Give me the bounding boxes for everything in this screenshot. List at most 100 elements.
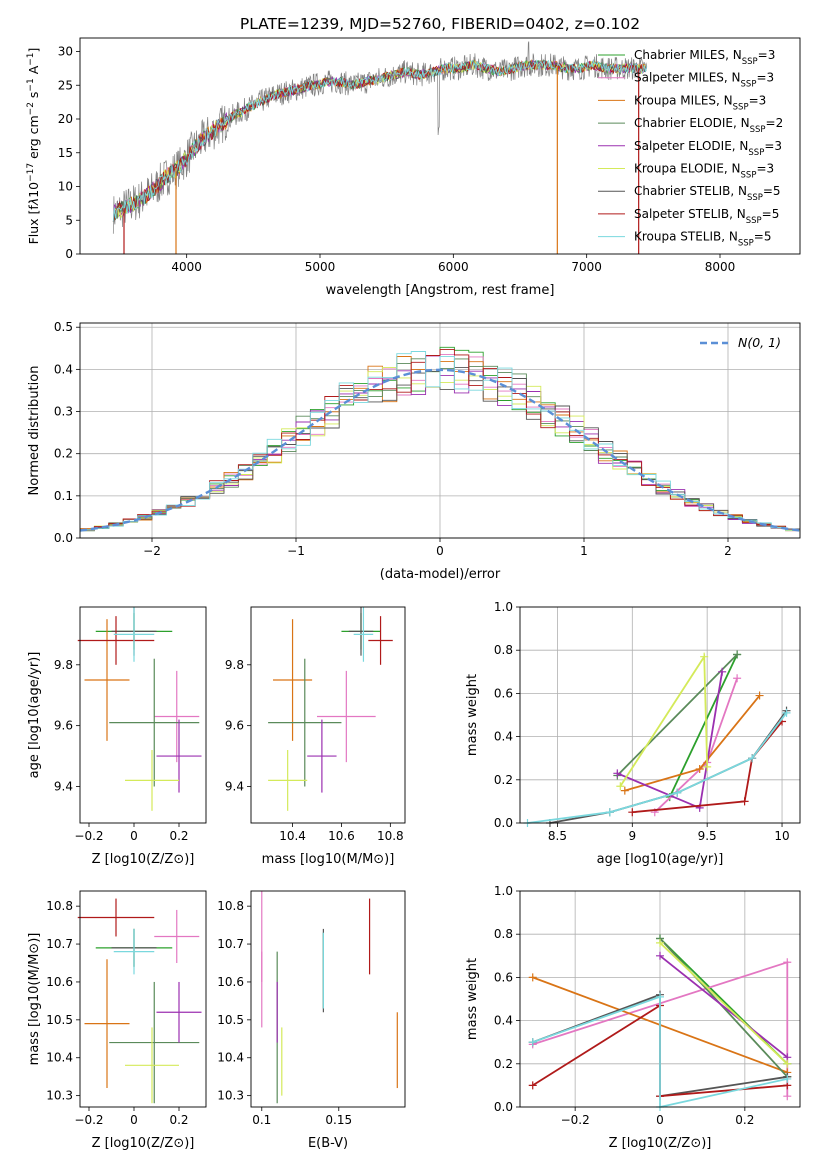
- legend-label-tail: =5: [762, 207, 780, 221]
- weight-marker: [620, 786, 629, 795]
- legend-label-tail: =3: [756, 71, 774, 85]
- y-tick-label: 10: [58, 180, 73, 194]
- y-axis-label: Flux [fλ10−17 erg cm−2 s−1 A−1]: [26, 48, 41, 245]
- x-tick-label: 0.2: [735, 1113, 754, 1127]
- y-tick-label: 0.0: [494, 816, 513, 830]
- data-point-salpeter-stelib: [77, 616, 155, 665]
- legend-label-sub: SSP: [747, 193, 763, 203]
- x-axis-label: Z [log10(Z/Z⊙)]: [92, 1136, 195, 1151]
- y-tick-label: 5: [65, 213, 73, 227]
- x-tick-label: 0: [436, 544, 444, 558]
- legend-label-main: Chabrier STELIB, N: [634, 184, 747, 198]
- weight-line-salpeter-miles: [654, 677, 738, 813]
- x-tick-label: 0: [130, 1113, 138, 1127]
- y-tick-label: 9.4: [225, 779, 244, 793]
- data-point-salpeter-elodie: [156, 981, 202, 1043]
- x-tick-label: 5000: [305, 260, 336, 274]
- weight-line-kroupa-elodie: [659, 942, 788, 1065]
- legend-item: Salpeter MILES, NSSP=3: [598, 71, 774, 90]
- legend-label-main: Kroupa MILES, N: [634, 93, 733, 107]
- model-line-chabrier-elodie: [112, 59, 647, 222]
- y-tick-label: 10.8: [46, 899, 73, 913]
- weight-marker: [703, 762, 712, 771]
- legend-item: Chabrier ELODIE, NSSP=2: [598, 116, 783, 135]
- y-tick-label: 10.7: [46, 937, 73, 951]
- legend-label-tail: =2: [766, 116, 784, 130]
- x-tick-label: 7000: [571, 260, 602, 274]
- model-line-salpeter-stelib: [112, 59, 647, 222]
- data-point-salpeter-stelib: [77, 898, 155, 937]
- weight-marker: [528, 973, 537, 982]
- x-tick-label: 8000: [705, 260, 736, 274]
- y-tick-label: 0.4: [54, 362, 73, 376]
- x-tick-label: 0.2: [169, 829, 188, 843]
- axes-frame: [250, 890, 406, 1108]
- legend-item: Salpeter ELODIE, NSSP=3: [598, 139, 782, 158]
- legend-label: Kroupa MILES, NSSP=3: [634, 93, 766, 112]
- y-tick-label: 10.4: [46, 1051, 73, 1065]
- axes-frame: [519, 890, 801, 1108]
- weight-marker: [718, 667, 727, 676]
- x-tick-label: 9.5: [698, 829, 717, 843]
- legend-label-sub: SSP: [733, 102, 749, 112]
- weight-marker: [656, 992, 664, 1001]
- data-point-kroupa-miles: [84, 959, 130, 1089]
- weight-marker: [748, 754, 757, 763]
- legend-label: N(0, 1): [738, 335, 781, 350]
- legend-label-main: Kroupa ELODIE, N: [634, 162, 741, 176]
- x-tick-label: 0.15: [325, 1113, 352, 1127]
- y-tick-label: 0.3: [54, 405, 73, 419]
- weight-marker: [656, 938, 664, 947]
- legend-item: Chabrier STELIB, NSSP=5: [598, 184, 781, 203]
- legend-label-sub: SSP: [746, 216, 762, 226]
- x-tick-label: 2: [724, 544, 732, 558]
- y-tick-label: 20: [58, 112, 73, 126]
- legend-label: Chabrier MILES, NSSP=3: [634, 48, 775, 67]
- y-axis-label: Normed distribution: [27, 366, 42, 496]
- x-tick-label: 10.8: [377, 829, 404, 843]
- weight-line-chabrier-miles: [668, 654, 738, 798]
- data-point-salpeter-elodie: [156, 719, 202, 793]
- x-tick-label: −1: [287, 544, 305, 558]
- y-tick-label: 9.6: [54, 719, 73, 733]
- legend-item: Kroupa ELODIE, NSSP=3: [598, 162, 774, 181]
- figure-title: PLATE=1239, MJD=52760, FIBERID=0402, z=0…: [240, 15, 640, 33]
- y-axis-label: age [log10(age/yr)]: [27, 652, 42, 779]
- x-axis-label: Z [log10(Z/Z⊙)]: [609, 1136, 712, 1151]
- x-tick-label: −0.2: [561, 1113, 590, 1127]
- x-tick-label: 0.1: [252, 1113, 271, 1127]
- y-tick-label: 0.0: [494, 1100, 513, 1114]
- y-axis-label: mass [log10(M/M⊙)]: [27, 933, 42, 1066]
- legend-label-main: Salpeter ELODIE, N: [634, 139, 748, 153]
- legend-label-main: Kroupa STELIB, N: [634, 230, 738, 244]
- y-tick-label: 10.5: [46, 1013, 73, 1027]
- legend-label-sub: SSP: [738, 239, 754, 249]
- data-point-kroupa-elodie: [125, 1027, 179, 1104]
- legend-label-sub: SSP: [748, 148, 764, 158]
- histogram-kroupa-stelib: [80, 351, 800, 533]
- weight-marker: [700, 652, 709, 661]
- data-point-kroupa-stelib: [113, 928, 155, 975]
- legend-label: Chabrier STELIB, NSSP=5: [634, 184, 781, 203]
- legend-label-main: Salpeter MILES, N: [634, 71, 741, 85]
- legend-label-main: Chabrier ELODIE, N: [634, 116, 750, 130]
- y-tick-label: 10.5: [217, 1013, 244, 1027]
- x-tick-label: 10: [774, 829, 789, 843]
- model-line-chabrier-stelib: [112, 59, 648, 222]
- legend-label-sub: SSP: [741, 80, 757, 90]
- weight-marker: [616, 782, 625, 791]
- weight-marker: [740, 797, 749, 806]
- x-tick-label: 4000: [171, 260, 202, 274]
- x-tick-label: 9: [628, 829, 636, 843]
- axes-frame: [79, 890, 207, 1108]
- weight-marker: [528, 1038, 537, 1047]
- y-tick-label: 0: [65, 247, 73, 261]
- model-line-kroupa-stelib: [112, 59, 648, 222]
- y-tick-label: 10.3: [217, 1089, 244, 1103]
- y-tick-label: 0.5: [54, 320, 73, 334]
- y-tick-label: 0.2: [54, 447, 73, 461]
- y-tick-label: 15: [58, 146, 73, 160]
- y-tick-label: 0.0: [54, 531, 73, 545]
- data-point-kroupa-miles: [273, 619, 313, 741]
